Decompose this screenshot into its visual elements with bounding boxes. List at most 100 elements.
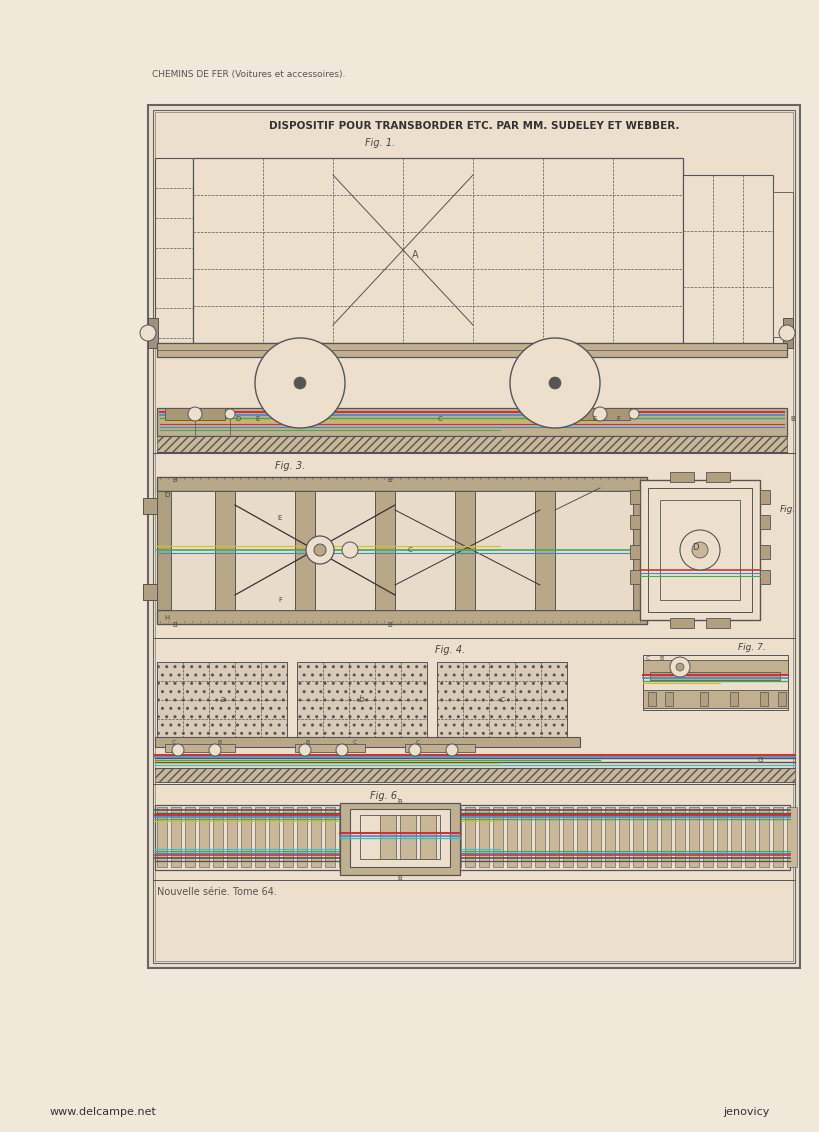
Circle shape (305, 535, 333, 564)
Text: D: D (164, 492, 170, 498)
Text: E: E (278, 515, 282, 521)
Circle shape (778, 325, 794, 341)
Bar (227, 807, 237, 867)
Circle shape (209, 744, 221, 756)
Bar (646, 498, 660, 514)
Bar (646, 584, 660, 600)
Text: B: B (305, 739, 310, 745)
Bar (192, 158, 682, 343)
Bar (338, 807, 349, 867)
Bar (618, 807, 628, 867)
Bar (156, 477, 646, 491)
Circle shape (679, 530, 719, 571)
Text: B: B (387, 621, 392, 628)
Bar (156, 807, 167, 867)
Text: C: C (437, 415, 441, 422)
Text: F: F (278, 597, 282, 603)
Text: G: G (757, 757, 762, 763)
Bar (759, 571, 769, 584)
Text: B: B (173, 621, 177, 628)
Bar (360, 815, 440, 859)
Text: E: E (256, 415, 260, 422)
Text: www.delcampe.net: www.delcampe.net (50, 1107, 156, 1117)
Bar (409, 807, 419, 867)
Text: C: C (645, 655, 649, 660)
Bar (155, 737, 579, 747)
Bar (171, 491, 632, 610)
Circle shape (669, 657, 689, 677)
Bar (374, 491, 395, 610)
Bar (155, 158, 192, 343)
Bar (702, 807, 713, 867)
Text: DISPOSITIF POUR TRANSBORDER ETC. PAR MM. SUDELEY ET WEBBER.: DISPOSITIF POUR TRANSBORDER ETC. PAR MM.… (269, 121, 678, 131)
Bar (729, 692, 737, 706)
Bar (405, 744, 474, 752)
Bar (772, 192, 792, 337)
Bar (642, 660, 787, 675)
Bar (367, 807, 377, 867)
Bar (759, 692, 767, 706)
Circle shape (255, 338, 345, 428)
Bar (450, 807, 460, 867)
Bar (400, 815, 415, 859)
Bar (758, 807, 768, 867)
Bar (437, 662, 566, 737)
Text: H: H (164, 615, 170, 621)
Bar (464, 807, 474, 867)
Circle shape (628, 409, 638, 419)
Bar (395, 807, 405, 867)
Bar (155, 805, 789, 871)
Bar (647, 488, 751, 612)
Text: a: a (219, 695, 224, 704)
Bar (674, 807, 684, 867)
Bar (153, 110, 794, 963)
Bar (705, 472, 729, 482)
Bar (699, 692, 707, 706)
Bar (455, 491, 474, 610)
Bar (155, 112, 792, 961)
Text: D: D (691, 543, 698, 552)
Bar (283, 807, 292, 867)
Bar (296, 662, 427, 737)
Text: B: B (387, 477, 392, 483)
Text: C: C (407, 547, 412, 554)
Bar (604, 807, 614, 867)
Bar (143, 584, 156, 600)
Bar (759, 490, 769, 504)
Bar (629, 490, 639, 504)
Bar (295, 491, 314, 610)
Text: C: C (352, 739, 357, 745)
Bar (660, 807, 670, 867)
Bar (156, 610, 646, 624)
Bar (310, 807, 320, 867)
Circle shape (342, 542, 358, 558)
Bar (777, 692, 785, 706)
Bar (563, 807, 572, 867)
Bar (744, 807, 754, 867)
Text: B: B (789, 415, 794, 422)
Bar (492, 807, 502, 867)
Text: jenovicy: jenovicy (722, 1107, 769, 1117)
Bar (688, 807, 698, 867)
Bar (669, 472, 693, 482)
Bar (171, 807, 181, 867)
Bar (324, 807, 335, 867)
Text: Fig.: Fig. (779, 506, 795, 515)
Text: Fig. 6.: Fig. 6. (369, 791, 400, 801)
Bar (156, 491, 171, 610)
Bar (255, 807, 265, 867)
Bar (352, 807, 363, 867)
Text: b: b (359, 695, 364, 704)
Bar (520, 807, 531, 867)
Text: B: B (173, 477, 177, 483)
Bar (639, 480, 759, 620)
Bar (642, 655, 787, 710)
Circle shape (409, 744, 420, 756)
Bar (629, 544, 639, 559)
Text: Nouvelle série. Tome 64.: Nouvelle série. Tome 64. (156, 887, 277, 897)
Bar (506, 807, 516, 867)
Text: F: F (615, 415, 619, 422)
Bar (437, 807, 446, 867)
Bar (705, 618, 729, 628)
Text: D: D (235, 415, 240, 422)
